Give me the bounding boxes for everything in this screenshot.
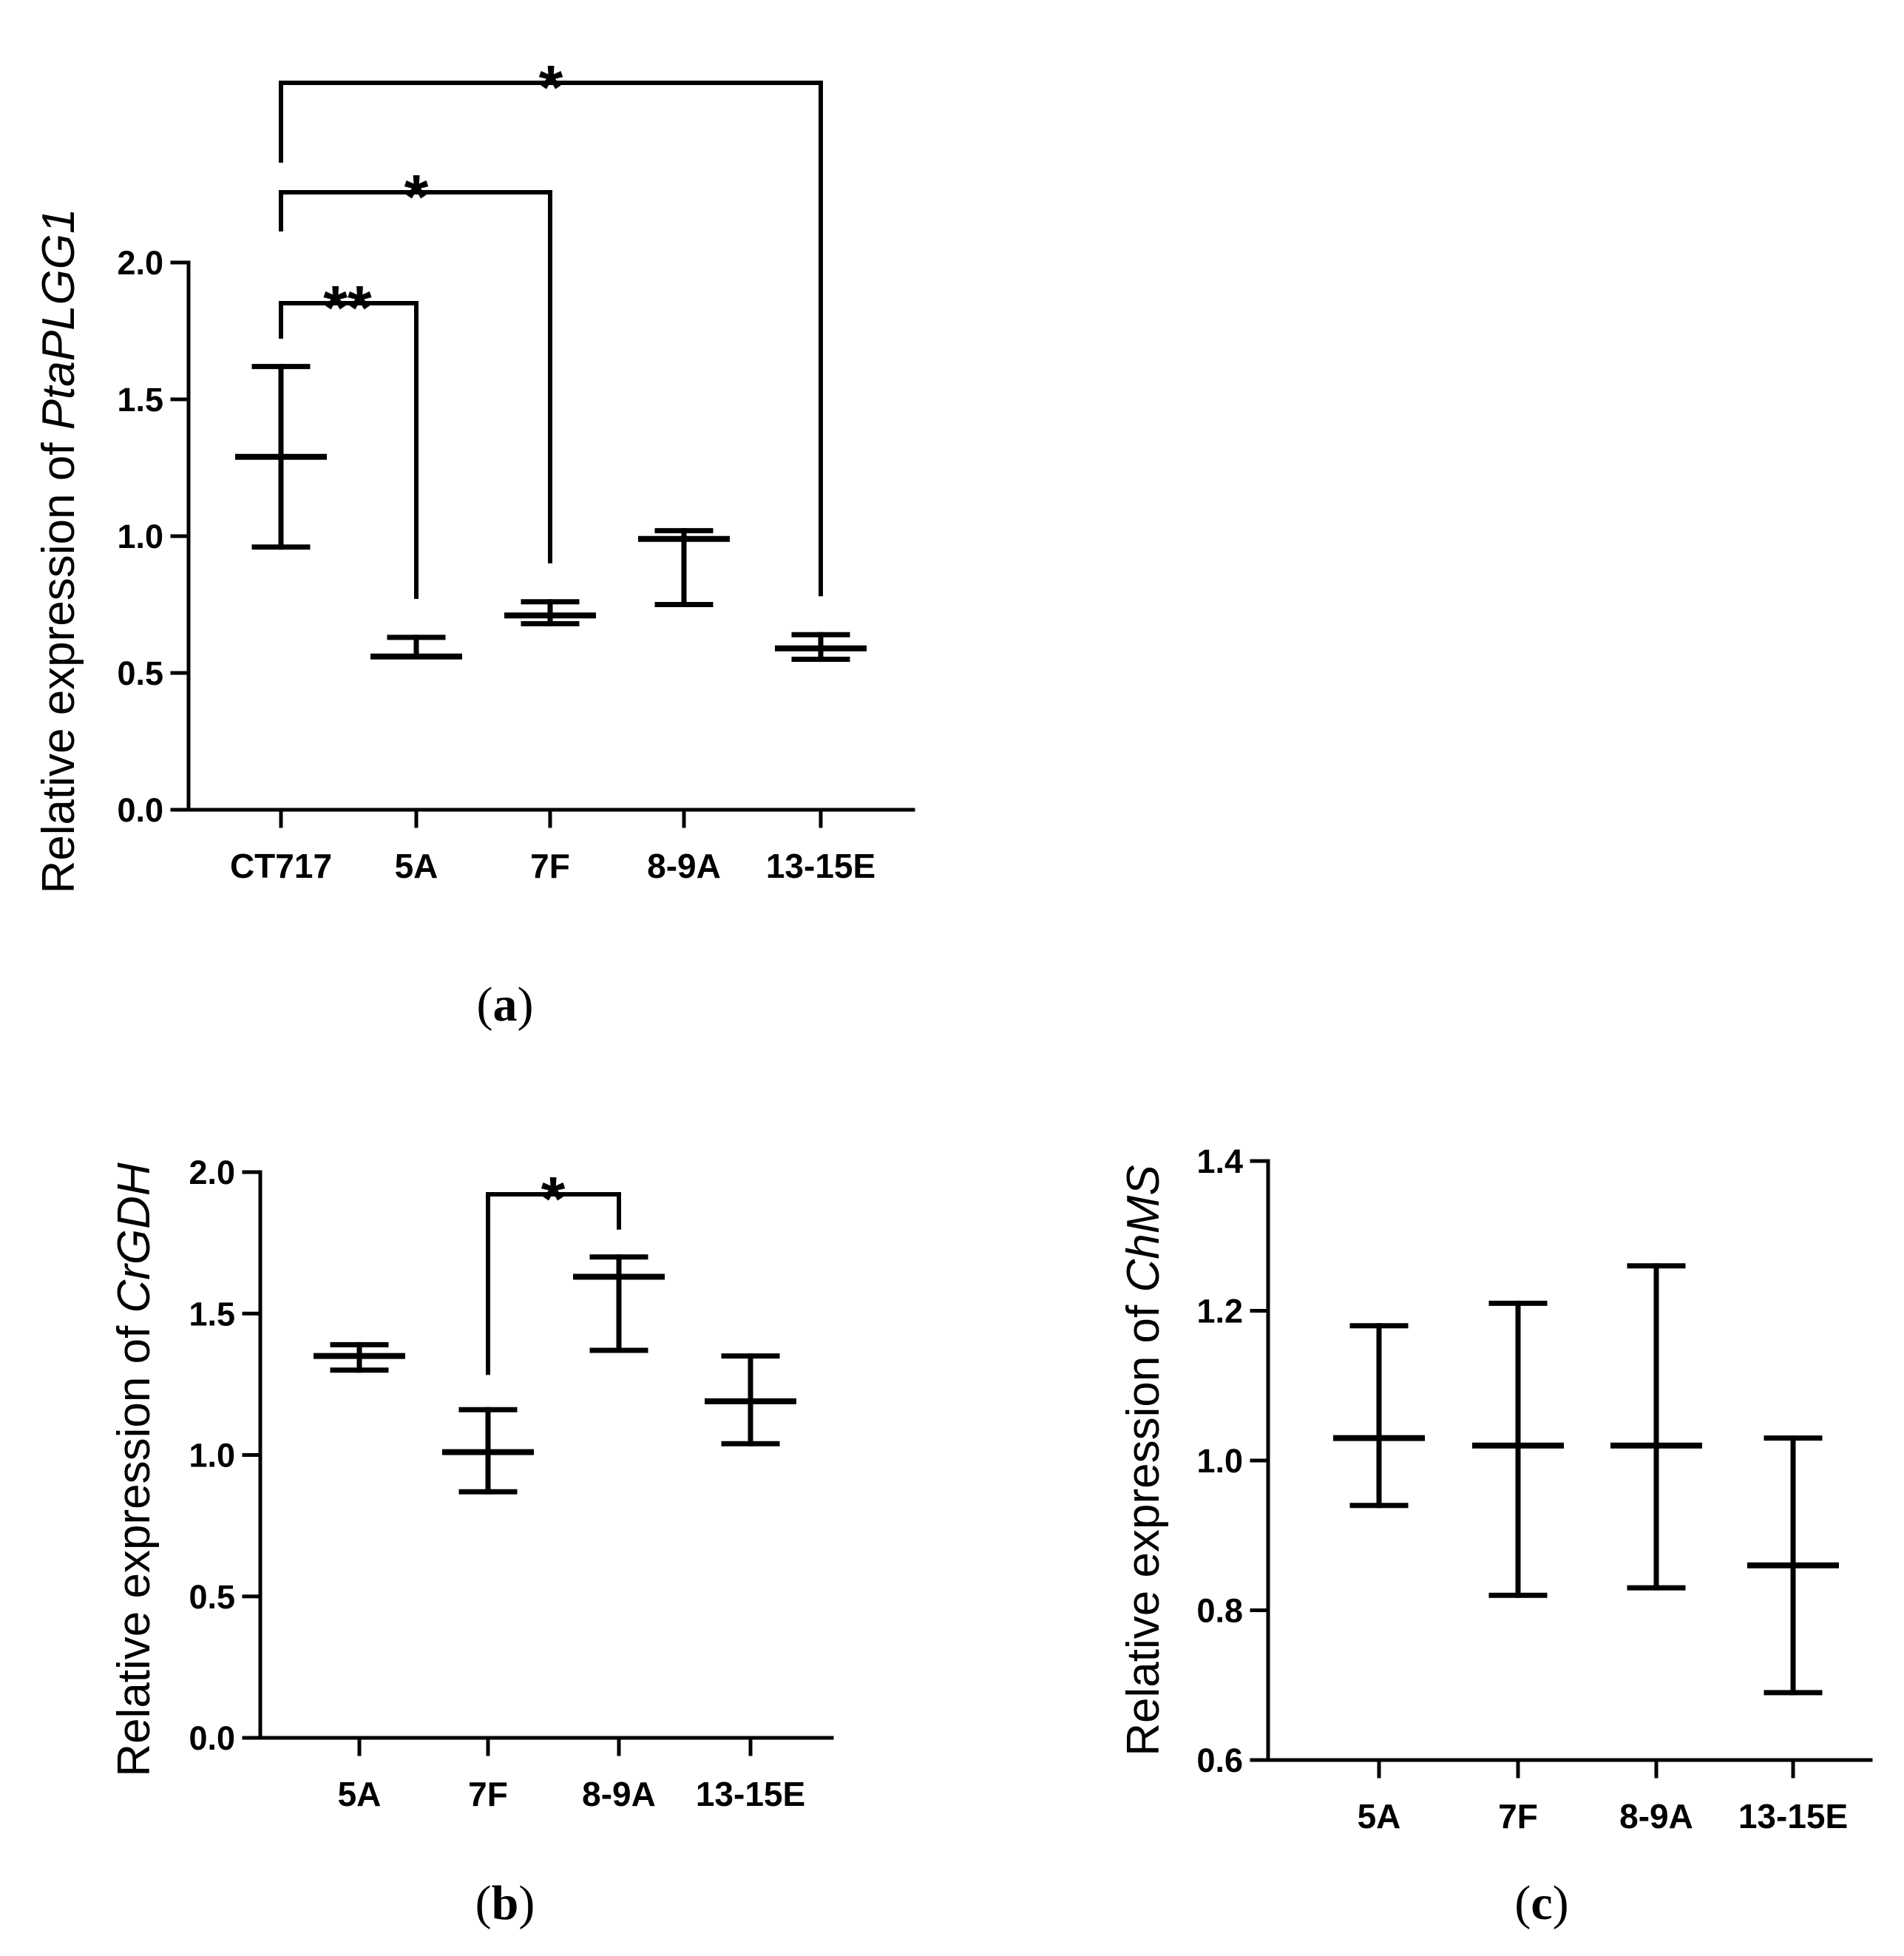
- y-axis-label-gene: CrGDH: [109, 1163, 160, 1313]
- x-category-label: 8-9A: [647, 847, 721, 885]
- significance-label: *: [541, 1164, 566, 1234]
- y-axis-label: Relative expression of PtaPLGG1: [33, 208, 84, 893]
- x-category-label: 13-15E: [1738, 1797, 1848, 1835]
- panel-label-letter: b: [492, 1876, 519, 1930]
- y-tick-label: 0.8: [1196, 1592, 1243, 1630]
- panel-label-close-paren: ): [1553, 1876, 1569, 1930]
- y-axis-label-prefix: Relative expression of: [1118, 1293, 1169, 1756]
- x-category-label: CT717: [230, 847, 332, 885]
- panel-label-open-paren: (: [1514, 1876, 1531, 1930]
- panel-label-letter: c: [1531, 1876, 1552, 1930]
- y-tick-label: 1.4: [1196, 1143, 1243, 1180]
- panel-label-open-paren: (: [477, 978, 493, 1032]
- panel-label-open-paren: (: [475, 1876, 492, 1930]
- y-axis-label: Relative expression of CrGDH: [109, 1163, 160, 1777]
- panel-b: 0.0 0.5 1.0 1.5 2.0 5A 7F 8-9A 13-15E * Relative e…: [109, 1154, 834, 1930]
- x-category-label: 5A: [1358, 1797, 1401, 1835]
- y-tick-label: 0.6: [1196, 1742, 1243, 1779]
- y-axis-label-gene: ChMS: [1118, 1165, 1169, 1292]
- y-axis-label-prefix: Relative expression of: [33, 430, 84, 893]
- y-tick-label: 1.0: [117, 518, 163, 555]
- y-tick-label: 1.2: [1196, 1293, 1243, 1330]
- x-category-label: 5A: [338, 1775, 382, 1813]
- significance-bracket: [486, 1192, 621, 1375]
- x-category-label: 7F: [468, 1775, 508, 1813]
- panel-label-letter: a: [493, 978, 518, 1032]
- y-tick-label: 1.5: [189, 1295, 235, 1333]
- significance-bracket: [279, 301, 419, 599]
- panel-label-close-paren: ): [518, 1876, 535, 1930]
- panel-label: (b): [475, 1876, 535, 1930]
- panel-label-close-paren: ): [518, 978, 534, 1032]
- x-category-label: 7F: [1498, 1797, 1538, 1835]
- significance-label: *: [539, 53, 563, 122]
- panel-label: (a): [477, 978, 534, 1032]
- y-tick-label: 1.0: [1196, 1442, 1243, 1480]
- significance-bracket: [279, 190, 552, 564]
- y-axis-label-gene: PtaPLGG1: [33, 208, 84, 430]
- y-tick-label: 1.0: [189, 1437, 235, 1475]
- significance-bracket: [279, 81, 823, 597]
- y-axis-label-prefix: Relative expression of: [109, 1313, 160, 1776]
- x-category-label: 13-15E: [696, 1775, 805, 1813]
- y-tick-label: 0.0: [189, 1719, 235, 1757]
- panel-label: (c): [1514, 1876, 1568, 1930]
- y-tick-label: 0.5: [117, 654, 163, 692]
- x-category-label: 7F: [530, 847, 570, 885]
- significance-label: **: [323, 273, 372, 342]
- y-tick-label: 0.0: [117, 791, 163, 829]
- x-category-label: 8-9A: [1619, 1797, 1693, 1835]
- significance-label: *: [404, 162, 429, 231]
- y-axis-label: Relative expression of ChMS: [1118, 1165, 1169, 1756]
- x-category-label: 5A: [395, 847, 438, 885]
- x-category-label: 8-9A: [582, 1775, 656, 1813]
- x-category-label: 13-15E: [766, 847, 875, 885]
- panel-c: 0.6 0.8 1.0 1.2 1.4 5A 7F 8-9A 13-15E Relative ex…: [1118, 1143, 1873, 1930]
- y-tick-label: 0.5: [189, 1578, 235, 1616]
- y-tick-label: 2.0: [117, 244, 163, 282]
- y-tick-label: 1.5: [117, 381, 163, 419]
- y-tick-label: 2.0: [189, 1154, 235, 1191]
